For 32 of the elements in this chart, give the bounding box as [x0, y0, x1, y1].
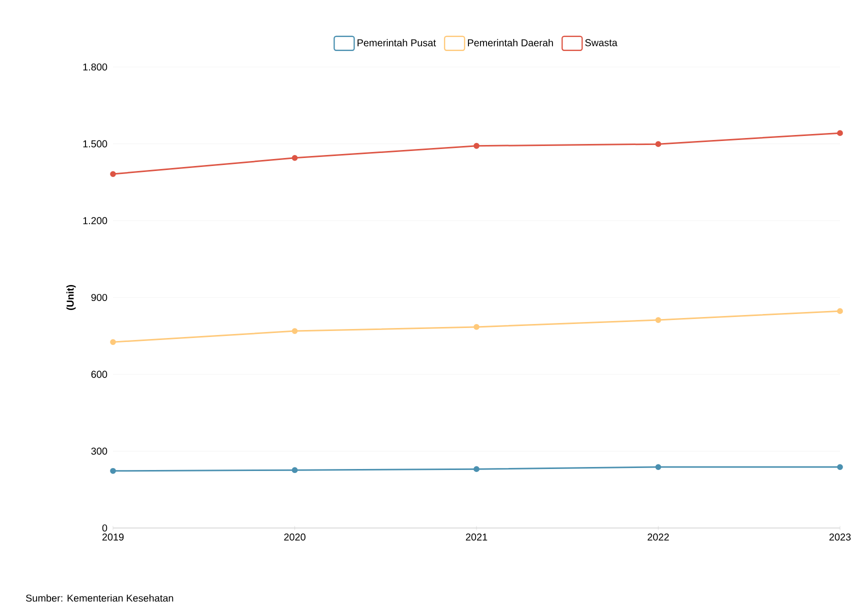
- point: [837, 464, 843, 470]
- point: [474, 324, 480, 330]
- point: [292, 154, 298, 161]
- point: [837, 308, 843, 314]
- legend-label: Pemerintah Pusat: [358, 39, 436, 46]
- point: [110, 339, 116, 346]
- x-tick-label: 2021: [466, 534, 488, 541]
- x-tick-label: 2022: [648, 534, 669, 541]
- point: [292, 328, 298, 334]
- y-tick-label: 1.800: [83, 63, 108, 71]
- legend-label: Pemerintah Daerah: [468, 39, 553, 46]
- point: [655, 141, 662, 148]
- y-axis-title: (Unit): [66, 284, 76, 310]
- point: [474, 466, 480, 472]
- y-tick-label: 600: [91, 370, 108, 378]
- x-tick-label: 2020: [284, 534, 306, 541]
- y-tick-label: 0: [102, 524, 108, 532]
- point: [474, 142, 480, 149]
- point: [110, 171, 116, 177]
- y-tick-label: 1.200: [83, 217, 108, 224]
- point: [655, 464, 662, 470]
- x-tick-label: 2023: [829, 534, 851, 541]
- point: [837, 130, 843, 136]
- y-tick-label: 300: [91, 448, 108, 455]
- text: Sumber: Kementerian Kesehatan: [26, 594, 174, 602]
- point: [655, 317, 662, 323]
- y-tick-label: 1.500: [83, 140, 108, 148]
- y-tick-label: 900: [91, 294, 108, 302]
- point: [292, 467, 298, 474]
- point: [110, 468, 116, 474]
- legend-label: Swasta: [585, 39, 618, 46]
- x-tick-label: 2019: [102, 534, 124, 541]
